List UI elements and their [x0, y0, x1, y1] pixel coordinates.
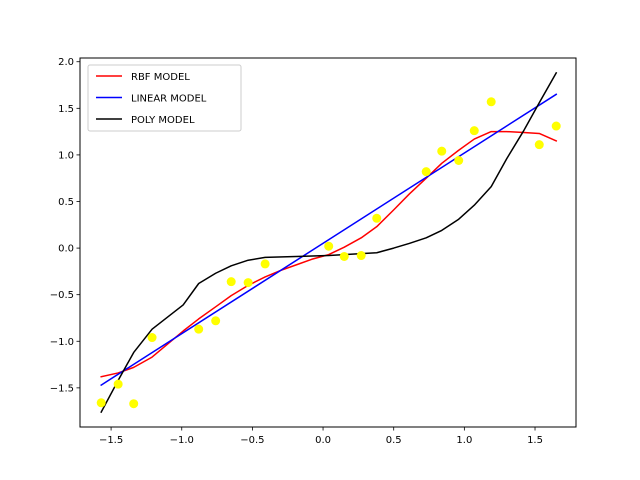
y-tick-label: 1.0: [58, 150, 74, 161]
scatter-point: [469, 126, 479, 136]
x-tick-label: 1.0: [456, 435, 472, 446]
y-tick-label: 0.0: [58, 244, 74, 255]
scatter-point: [534, 140, 544, 150]
legend-label: POLY MODEL: [131, 115, 195, 126]
scatter-point: [356, 251, 366, 261]
legend: RBF MODEL LINEAR MODEL POLY MODEL: [87, 64, 242, 132]
y-tick-label: 2.0: [58, 57, 74, 68]
y-tick-label: −1.0: [50, 337, 74, 348]
scatter-point: [211, 316, 221, 326]
axes-frame: [79, 57, 577, 428]
x-tick-label: −0.5: [240, 435, 264, 446]
x-tick-label: −1.0: [170, 435, 194, 446]
x-tick-label: 0.5: [386, 435, 402, 446]
y-tick-label: 1.5: [58, 104, 74, 115]
y-axis: −1.5 −1.0 −0.5 0.0 0.5 1.0 1.5 2.0: [50, 57, 80, 394]
scatter-point: [194, 324, 204, 334]
series-line-linear-model: [100, 93, 558, 387]
scatter-point: [226, 277, 236, 287]
x-axis: −1.5 −1.0 −0.5 0.0 0.5 1.0 1.5: [99, 427, 543, 446]
scatter-point: [372, 213, 382, 223]
y-tick-label: −0.5: [50, 290, 74, 301]
scatter-point: [147, 333, 157, 343]
x-tick-label: 0.0: [315, 435, 331, 446]
legend-label: RBF MODEL: [131, 72, 190, 83]
plot-area: [96, 71, 561, 414]
scatter-point: [551, 121, 561, 131]
legend-box: [87, 64, 242, 132]
x-tick-label: 1.5: [527, 435, 543, 446]
scatter-point: [486, 97, 496, 107]
y-tick-label: −1.5: [50, 383, 74, 394]
x-tick-label: −1.5: [99, 435, 123, 446]
scatter-point: [243, 278, 253, 288]
scatter-point: [113, 379, 123, 389]
scatter-point: [437, 146, 447, 156]
scatter-point: [129, 399, 139, 409]
y-tick-label: 0.5: [58, 197, 74, 208]
scatter-point: [96, 398, 106, 408]
legend-label: LINEAR MODEL: [131, 93, 207, 104]
scatter-point: [324, 241, 334, 251]
scatter-point: [454, 156, 464, 165]
scatter-point: [260, 259, 270, 269]
scatter-point: [421, 167, 431, 177]
scatter-point: [339, 251, 349, 261]
